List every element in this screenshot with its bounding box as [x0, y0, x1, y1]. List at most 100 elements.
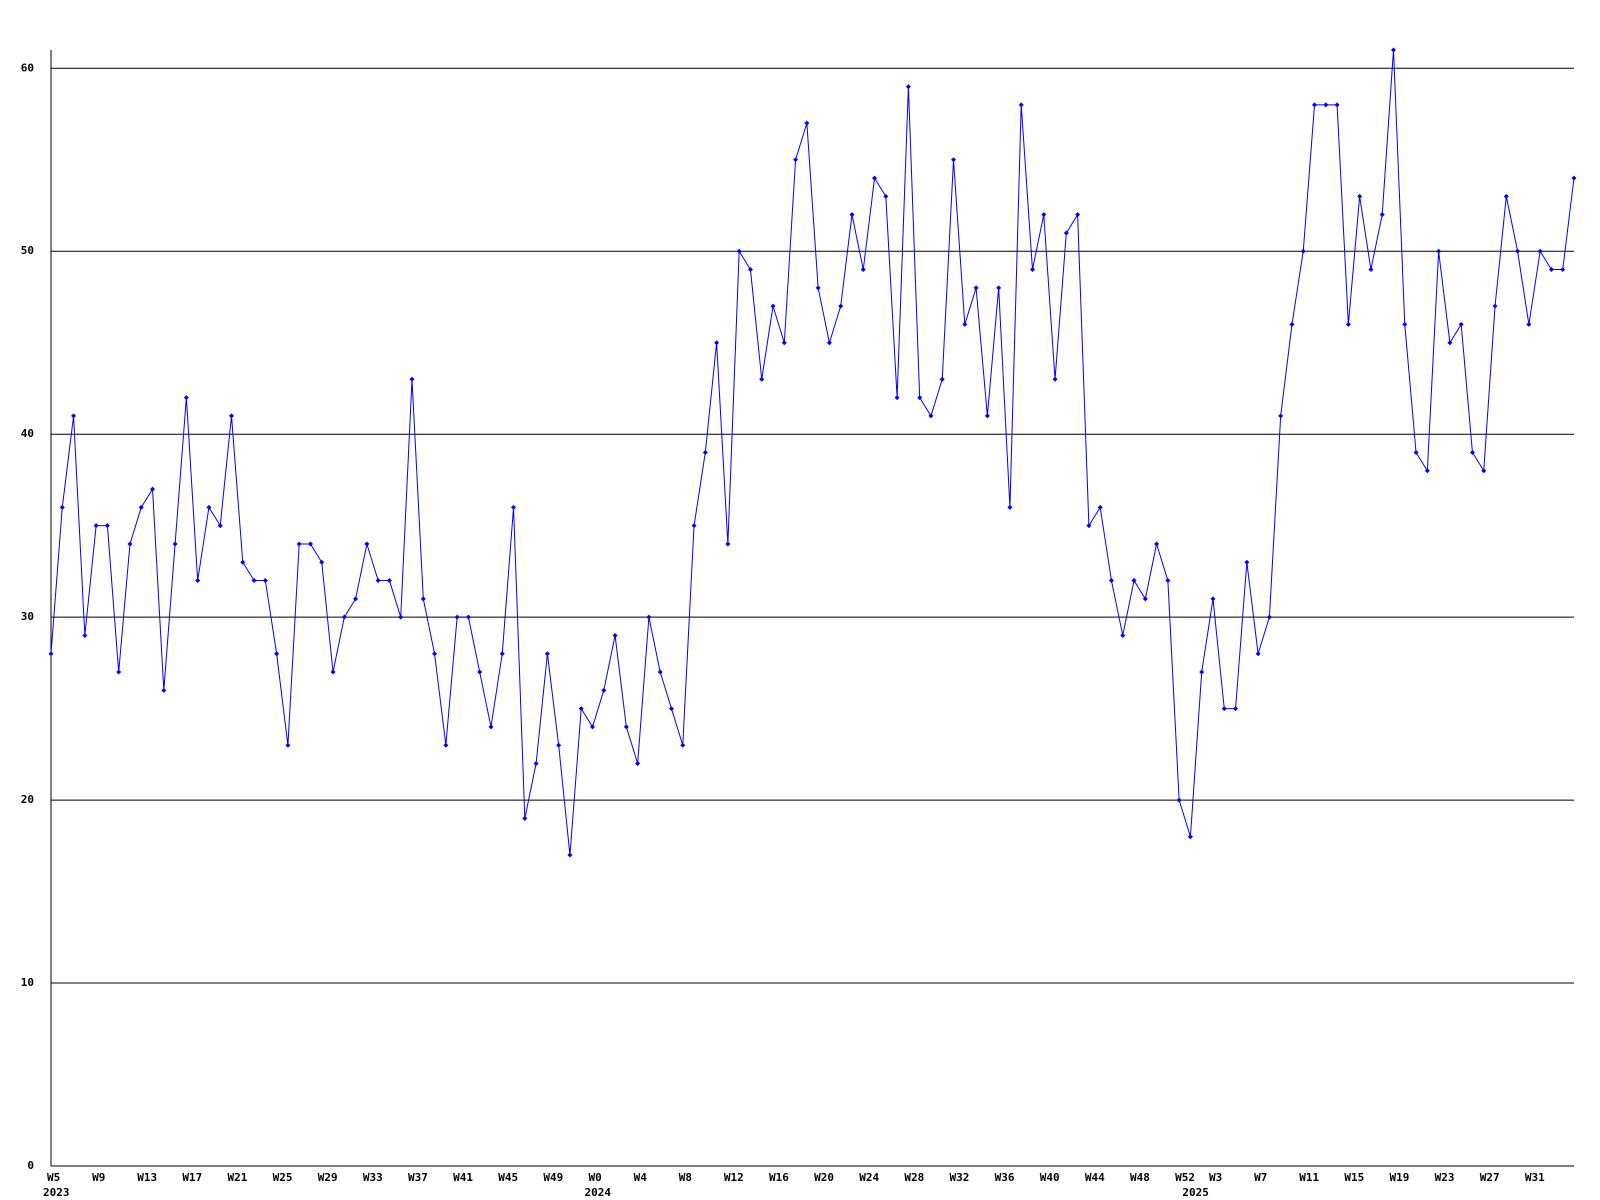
data-point [849, 212, 855, 218]
data-point [1165, 578, 1171, 584]
data-point [443, 742, 449, 748]
x-tick-label: W33 [363, 1171, 383, 1184]
data-point [973, 285, 979, 291]
data-point [296, 541, 302, 547]
data-point [1097, 504, 1103, 510]
x-tick-label: W44 [1085, 1171, 1105, 1184]
x-tick-label: W4 [634, 1171, 648, 1184]
x-tick-label: W3 [1209, 1171, 1222, 1184]
data-point [1560, 267, 1566, 273]
data-point [590, 724, 596, 730]
data-point [770, 303, 776, 309]
x-tick-label: W31 [1525, 1171, 1545, 1184]
data-point [1131, 578, 1137, 584]
data-point [206, 504, 212, 510]
data-point [815, 285, 821, 291]
x-tick-label: W40 [1040, 1171, 1060, 1184]
data-point [601, 687, 607, 693]
x-tick-label: W27 [1480, 1171, 1500, 1184]
data-point [725, 541, 731, 547]
data-point [1379, 212, 1385, 218]
data-point [1424, 468, 1430, 474]
data-point [1526, 321, 1532, 327]
data-point [691, 523, 697, 529]
data-point [59, 504, 65, 510]
data-point [1458, 321, 1464, 327]
x-tick-label: W12 [724, 1171, 744, 1184]
data-point [1154, 541, 1160, 547]
data-point [646, 614, 652, 620]
y-tick-label: 50 [21, 244, 34, 257]
data-point [330, 669, 336, 675]
y-tick-label: 20 [21, 793, 34, 806]
y-tick-label: 0 [27, 1159, 34, 1172]
data-point [1492, 303, 1498, 309]
data-point [883, 193, 889, 199]
data-point [1402, 321, 1408, 327]
x-tick-label: W15 [1344, 1171, 1364, 1184]
data-point [939, 376, 945, 382]
data-point [578, 706, 584, 712]
data-point [432, 651, 438, 657]
data-point [1187, 834, 1193, 840]
data-point [1266, 614, 1272, 620]
data-point [454, 614, 460, 620]
data-point [635, 761, 641, 767]
data-point [1571, 175, 1577, 181]
data-point [465, 614, 471, 620]
data-point [82, 632, 88, 638]
data-point [93, 523, 99, 529]
data-point [251, 578, 257, 584]
data-point [127, 541, 133, 547]
data-point [240, 559, 246, 565]
data-point [1413, 449, 1419, 455]
data-point [1548, 267, 1554, 273]
data-point [533, 761, 539, 767]
x-tick-label: W28 [904, 1171, 924, 1184]
year-label: 2024 [585, 1186, 612, 1199]
data-point [172, 541, 178, 547]
data-point [364, 541, 370, 547]
data-point [962, 321, 968, 327]
data-point [1368, 267, 1374, 273]
data-point [48, 651, 54, 657]
data-point [1199, 669, 1205, 675]
x-tick-label: W24 [859, 1171, 879, 1184]
data-point [1120, 632, 1126, 638]
data-point [781, 340, 787, 346]
x-tick-label: W21 [228, 1171, 248, 1184]
data-point [409, 376, 415, 382]
year-label: 2023 [43, 1186, 70, 1199]
data-point [702, 449, 708, 455]
data-point [1334, 102, 1340, 108]
data-point [420, 596, 426, 602]
data-point [838, 303, 844, 309]
y-tick-label: 10 [21, 976, 34, 989]
x-tick-label: W13 [137, 1171, 157, 1184]
data-point [894, 395, 900, 401]
x-tick-label: W49 [543, 1171, 563, 1184]
data-point [1481, 468, 1487, 474]
data-point [319, 559, 325, 565]
x-tick-label: W45 [498, 1171, 518, 1184]
y-tick-label: 30 [21, 610, 34, 623]
data-point [1041, 212, 1047, 218]
data-point [1323, 102, 1329, 108]
data-point [556, 742, 562, 748]
data-point [567, 852, 573, 858]
x-tick-label: W29 [318, 1171, 338, 1184]
data-point [917, 395, 923, 401]
data-point [511, 504, 517, 510]
data-point [150, 486, 156, 492]
data-point [138, 504, 144, 510]
x-tick-label: W17 [182, 1171, 202, 1184]
data-point [1300, 248, 1306, 254]
x-tick-label: W5 [47, 1171, 60, 1184]
data-point [1278, 413, 1284, 419]
data-point [1537, 248, 1543, 254]
data-point [307, 541, 313, 547]
x-tick-label: W48 [1130, 1171, 1150, 1184]
data-point [195, 578, 201, 584]
data-point [680, 742, 686, 748]
data-point [1018, 102, 1024, 108]
